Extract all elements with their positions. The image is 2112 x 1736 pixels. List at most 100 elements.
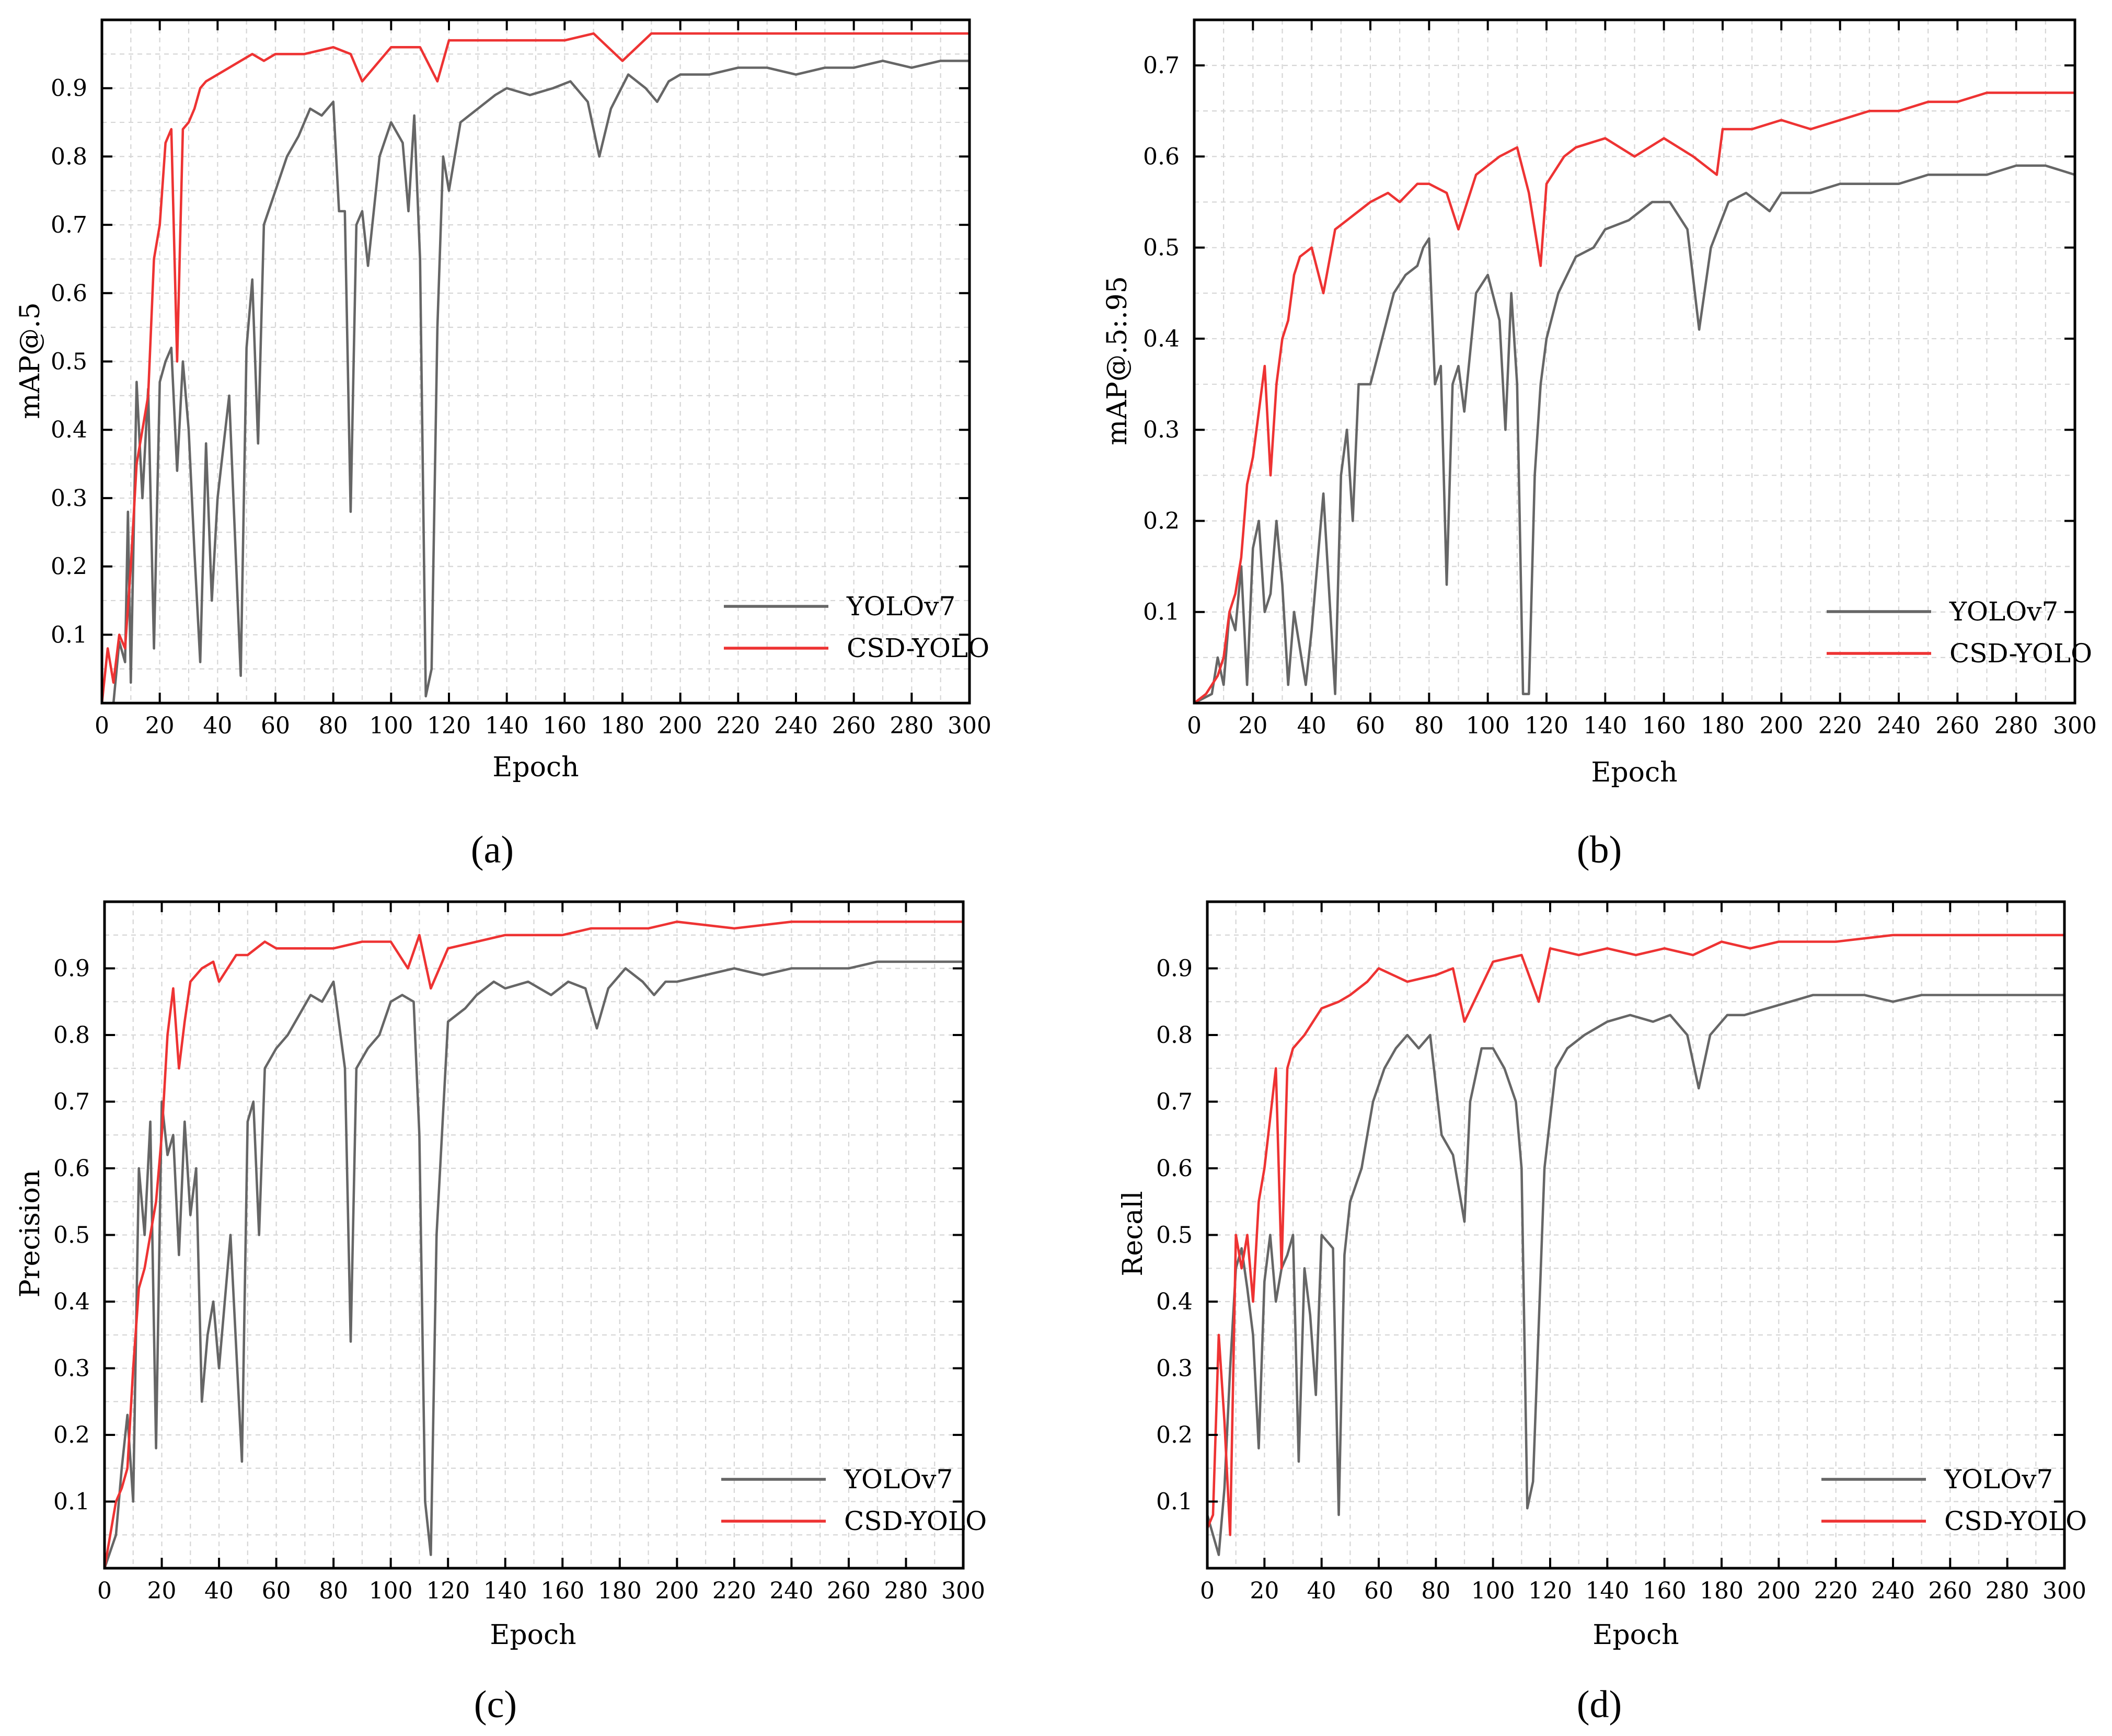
x-axis: 0 20 40 60 80 100 120 140 160 180 200 220 240 260 280 3… [1200, 902, 2086, 1604]
y-tick-label: 0.5 [1156, 1222, 1193, 1249]
panel-b: 0 20 40 60 80 100 120 140 160 180 200 220 240 260 280 3… [1102, 18, 2097, 871]
x-tick-label: 60 [1364, 1578, 1393, 1604]
y-tick-label: 0.3 [1156, 1355, 1193, 1382]
grid [1207, 902, 2064, 1568]
series-line-yolov7 [1206, 994, 2066, 1556]
x-axis-title: Epoch [1592, 1619, 1679, 1651]
series-line-yolov7 [1193, 164, 2076, 705]
y-tick-label: 0.7 [1143, 52, 1180, 79]
x-tick-label: 0 [1200, 1578, 1215, 1604]
x-tick-label: 0 [97, 1578, 112, 1604]
x-tick-label: 200 [655, 1578, 699, 1604]
x-tick-label: 100 [369, 712, 413, 739]
x-tick-label: 280 [1986, 1578, 2029, 1604]
x-tick-label: 220 [1818, 712, 1862, 739]
x-tick-label: 180 [1701, 712, 1745, 739]
y-tick-label: 0.7 [53, 1089, 90, 1116]
x-tick-label: 200 [1757, 1578, 1801, 1604]
y-tick-label: 0.4 [1143, 326, 1180, 352]
legend: YOLOv7 CSD-YOLO [724, 591, 989, 663]
x-tick-label: 280 [884, 1578, 928, 1604]
x-tick-label: 260 [832, 712, 876, 739]
y-tick-label: 0.2 [1143, 508, 1180, 534]
y-tick-label: 0.3 [1143, 417, 1180, 443]
x-tick-label: 20 [1250, 1578, 1279, 1604]
legend-label: YOLOv7 [1944, 1464, 2053, 1494]
x-tick-label: 200 [1759, 712, 1803, 739]
x-tick-label: 140 [1583, 712, 1627, 739]
x-tick-label: 100 [369, 1578, 413, 1604]
x-tick-label: 300 [2053, 712, 2097, 739]
y-tick-label: 0.9 [51, 75, 87, 102]
x-tick-label: 120 [1528, 1578, 1572, 1604]
chart-c: 0 20 40 60 80 100 120 140 160 180 200 220 240 260 280 3… [15, 900, 987, 1651]
y-axis-title: Recall [1117, 1191, 1149, 1276]
chart-d: 0 20 40 60 80 100 120 140 160 180 200 220 240 260 280 3… [1117, 900, 2087, 1651]
x-tick-label: 300 [941, 1578, 985, 1604]
legend-label: YOLOv7 [1949, 596, 2058, 627]
x-tick-label: 140 [483, 1578, 527, 1604]
y-tick-label: 0.1 [53, 1489, 90, 1515]
y-tick-label: 0.5 [1143, 235, 1180, 261]
x-tick-label: 60 [262, 1578, 291, 1604]
x-tick-label: 80 [319, 1578, 348, 1604]
x-tick-label: 40 [204, 1578, 234, 1604]
series-group [100, 32, 971, 705]
y-tick-label: 0.1 [1156, 1489, 1193, 1515]
x-tick-label: 240 [774, 712, 818, 739]
x-tick-label: 240 [1877, 712, 1921, 739]
legend: YOLOv7 CSD-YOLO [1827, 596, 2092, 669]
x-tick-label: 160 [1643, 1578, 1687, 1604]
legend-label: CSD-YOLO [1949, 638, 2092, 669]
legend-label: YOLOv7 [846, 591, 955, 622]
y-tick-label: 0.9 [1156, 956, 1193, 982]
y-tick-label: 0.6 [1143, 143, 1180, 170]
x-tick-label: 260 [827, 1578, 871, 1604]
grid [102, 20, 970, 703]
x-tick-label: 240 [1871, 1578, 1915, 1604]
x-tick-label: 0 [95, 712, 109, 739]
y-axis: 0.1 0.2 0.3 0.4 0.5 0.6 0.7 0.8 0.9 [1156, 956, 2064, 1515]
x-tick-label: 260 [1928, 1578, 1972, 1604]
y-tick-label: 0.1 [51, 622, 87, 648]
x-tick-label: 20 [1238, 712, 1267, 739]
x-tick-label: 60 [261, 712, 290, 739]
x-tick-label: 160 [543, 712, 586, 739]
y-tick-label: 0.7 [51, 212, 87, 238]
series-line-csd-yolo [1206, 934, 2066, 1536]
grid [1194, 20, 2075, 703]
panel-a-caption: (a) [471, 829, 514, 871]
x-axis-title: Epoch [492, 752, 579, 783]
series-line-csd-yolo [100, 32, 971, 705]
series-line-yolov7 [100, 60, 971, 705]
x-axis: 0 20 40 60 80 100 120 140 160 180 200 220 240 260 280 3… [97, 902, 985, 1604]
y-axis-title: Precision [15, 1170, 46, 1298]
x-tick-label: 100 [1471, 1578, 1515, 1604]
legend-label: CSD-YOLO [844, 1506, 987, 1536]
legend-label: CSD-YOLO [847, 633, 989, 663]
y-tick-label: 0.2 [51, 554, 87, 580]
x-tick-label: 260 [1935, 712, 1979, 739]
x-tick-label: 120 [427, 712, 471, 739]
series-line-yolov7 [103, 960, 965, 1570]
y-tick-label: 0.4 [53, 1289, 90, 1315]
x-axis-title: Epoch [490, 1619, 576, 1651]
y-tick-label: 0.4 [1156, 1289, 1193, 1315]
y-tick-label: 0.1 [1143, 599, 1180, 626]
x-tick-label: 100 [1466, 712, 1510, 739]
x-tick-label: 80 [319, 712, 348, 739]
y-axis: 0.1 0.2 0.3 0.4 0.5 0.6 0.7 [1143, 52, 2075, 626]
x-tick-label: 280 [1994, 712, 2038, 739]
x-tick-label: 220 [1814, 1578, 1858, 1604]
y-tick-label: 0.5 [51, 349, 87, 375]
legend: YOLOv7 CSD-YOLO [1821, 1464, 2087, 1536]
x-tick-label: 40 [1307, 1578, 1336, 1604]
x-tick-label: 0 [1187, 712, 1202, 739]
y-axis: 0.1 0.2 0.3 0.4 0.5 0.6 0.7 0.8 0.9 [53, 956, 963, 1515]
panel-c-caption: (c) [474, 1683, 517, 1726]
x-tick-label: 20 [145, 712, 175, 739]
panel-d-caption: (d) [1577, 1683, 1622, 1726]
x-tick-label: 300 [2042, 1578, 2086, 1604]
